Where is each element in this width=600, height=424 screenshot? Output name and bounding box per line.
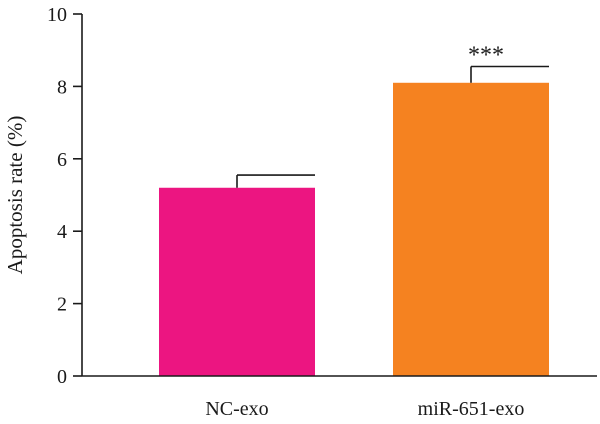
x-tick-label: NC-exo: [205, 398, 268, 420]
y-axis-title: Apoptosis rate (%): [3, 116, 27, 275]
x-tick-label: miR-651-exo: [418, 398, 525, 420]
bars: [159, 82, 549, 376]
y-axis-ticks: 0 2 4 6 8 10: [47, 4, 82, 388]
y-tick-label: 6: [57, 149, 67, 171]
bar-1: [159, 187, 315, 376]
y-tick-label: 8: [57, 76, 67, 98]
y-tick-label: 10: [47, 4, 67, 26]
x-axis-tick-labels: NC-exo miR-651-exo: [205, 398, 524, 420]
y-tick-label: 0: [57, 366, 67, 388]
error-bars: [236, 65, 549, 188]
y-tick-label: 4: [57, 221, 67, 243]
bar-2: [393, 82, 549, 376]
y-tick-label: 2: [57, 294, 67, 316]
significance-annotations: ***: [468, 42, 504, 68]
significance-marker: ***: [468, 42, 504, 68]
